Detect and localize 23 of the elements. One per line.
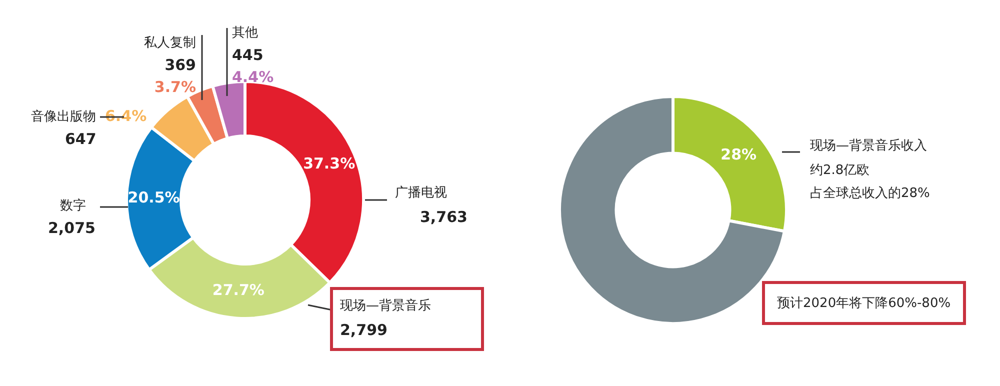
text: 预计2020年将下降60%-80% xyxy=(762,281,966,325)
data-label: 28% xyxy=(720,146,757,164)
data-label: 27.7% xyxy=(212,280,264,299)
text: 445 xyxy=(232,46,264,64)
data-label: 4.4% xyxy=(232,68,274,86)
slice-label: 音像出版物 xyxy=(31,109,96,124)
slice-label: 现场—背景音乐 xyxy=(340,298,431,314)
text: 2,799 xyxy=(340,320,388,339)
slice-label: 现场—背景音乐收入 xyxy=(810,138,927,154)
text: 3,763 xyxy=(420,208,468,226)
slice-label: 广播电视 xyxy=(395,185,447,200)
text: 2,075 xyxy=(48,218,96,237)
data-label: 6.4% xyxy=(105,106,147,125)
slice-label: 其他 xyxy=(232,25,258,40)
data-label: 3.7% xyxy=(154,78,196,96)
text: 占全球总收入的28% xyxy=(810,185,930,202)
data-label: 37.3% xyxy=(303,154,356,172)
text: 369 xyxy=(164,56,196,74)
text: 约2.8亿欧 xyxy=(810,162,870,179)
slice-label: 数字 xyxy=(60,197,86,214)
data-label: 20.5% xyxy=(128,188,180,206)
text: 647 xyxy=(65,130,96,148)
slice-label: 私人复制 xyxy=(144,35,196,50)
